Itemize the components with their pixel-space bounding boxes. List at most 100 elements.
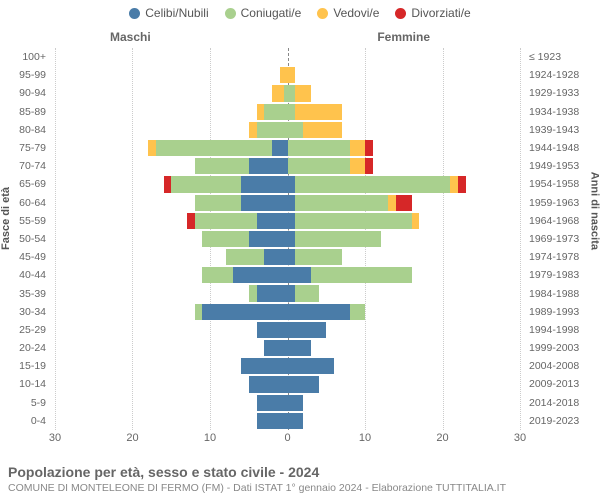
age-label: 10-14 <box>0 375 50 393</box>
age-label: 5-9 <box>0 394 50 412</box>
female-bar <box>288 231 521 247</box>
bar-segment <box>241 358 288 374</box>
bar-segment <box>187 213 195 229</box>
bar-segment <box>288 285 296 301</box>
pyramid-row <box>55 412 520 430</box>
bar-segment <box>311 267 412 283</box>
female-bar <box>288 158 521 174</box>
female-bar <box>288 213 521 229</box>
age-label: 25-29 <box>0 321 50 339</box>
legend-item: Divorziati/e <box>395 6 470 20</box>
pyramid-row <box>55 230 520 248</box>
bar-segment <box>295 285 318 301</box>
pyramid-row <box>55 48 520 66</box>
male-bar <box>55 104 288 120</box>
bar-segment <box>288 85 296 101</box>
bar-segment <box>171 176 241 192</box>
bar-segment <box>195 195 242 211</box>
legend-swatch <box>129 8 140 19</box>
bar-segment <box>295 213 411 229</box>
age-label: 70-74 <box>0 157 50 175</box>
bar-segment <box>288 158 350 174</box>
x-tick-label: 10 <box>204 432 216 444</box>
age-label: 80-84 <box>0 121 50 139</box>
age-label: 85-89 <box>0 103 50 121</box>
bar-segment <box>264 340 287 356</box>
male-bar <box>55 376 288 392</box>
bar-segment <box>202 304 287 320</box>
age-labels: 100+95-9990-9485-8980-8475-7970-7465-696… <box>0 48 50 430</box>
bar-segment <box>288 304 350 320</box>
female-bar <box>288 267 521 283</box>
bar-rows <box>55 48 520 430</box>
birth-year-label: 1959-1963 <box>525 194 600 212</box>
female-bar <box>288 85 521 101</box>
age-label: 75-79 <box>0 139 50 157</box>
bar-segment <box>264 249 287 265</box>
female-bar <box>288 104 521 120</box>
bar-segment <box>288 376 319 392</box>
pyramid-row <box>55 66 520 84</box>
birth-year-label: 1979-1983 <box>525 266 600 284</box>
pyramid-row <box>55 175 520 193</box>
x-axis: 3020100102030 <box>55 432 520 448</box>
birth-year-label: 1989-1993 <box>525 303 600 321</box>
legend-swatch <box>317 8 328 19</box>
bar-segment <box>288 195 296 211</box>
bar-segment <box>295 104 342 120</box>
pyramid-row <box>55 339 520 357</box>
male-bar <box>55 395 288 411</box>
bar-segment <box>388 195 396 211</box>
bar-segment <box>280 67 288 83</box>
legend-label: Coniugati/e <box>241 6 302 20</box>
female-bar <box>288 176 521 192</box>
birth-year-label: 1939-1943 <box>525 121 600 139</box>
male-bar <box>55 267 288 283</box>
bar-segment <box>195 158 249 174</box>
female-bar <box>288 140 521 156</box>
pyramid-row <box>55 248 520 266</box>
birth-year-label: 1934-1938 <box>525 103 600 121</box>
bar-segment <box>412 213 420 229</box>
bar-segment <box>295 176 450 192</box>
bar-segment <box>257 395 288 411</box>
age-label: 20-24 <box>0 339 50 357</box>
age-label: 95-99 <box>0 66 50 84</box>
birth-year-label: 1969-1973 <box>525 230 600 248</box>
age-label: 15-19 <box>0 357 50 375</box>
bar-segment <box>288 122 304 138</box>
legend: Celibi/Nubili Coniugati/e Vedovi/e Divorzia… <box>0 6 600 20</box>
chart-title: Popolazione per età, sesso e stato civil… <box>8 464 592 480</box>
male-bar <box>55 340 288 356</box>
age-label: 90-94 <box>0 84 50 102</box>
bar-segment <box>365 140 373 156</box>
bar-segment <box>249 122 257 138</box>
birth-year-label: 1954-1958 <box>525 175 600 193</box>
legend-label: Celibi/Nubili <box>145 6 208 20</box>
bar-segment <box>202 267 233 283</box>
bar-segment <box>396 195 412 211</box>
bar-segment <box>272 85 284 101</box>
x-tick-label: 30 <box>49 432 61 444</box>
bar-segment <box>295 231 380 247</box>
male-bar <box>55 67 288 83</box>
legend-item: Celibi/Nubili <box>129 6 208 20</box>
pyramid-row <box>55 194 520 212</box>
male-bar <box>55 49 288 65</box>
bar-segment <box>288 267 311 283</box>
bar-segment <box>288 358 335 374</box>
male-bar <box>55 140 288 156</box>
pyramid-row <box>55 303 520 321</box>
pyramid-row <box>55 284 520 302</box>
bar-segment <box>288 67 296 83</box>
chart-subtitle: COMUNE DI MONTELEONE DI FERMO (FM) - Dat… <box>8 482 592 494</box>
bar-segment <box>288 213 296 229</box>
female-bar <box>288 340 521 356</box>
bar-segment <box>257 213 288 229</box>
bar-segment <box>233 267 287 283</box>
female-bar <box>288 122 521 138</box>
legend-label: Vedovi/e <box>333 6 379 20</box>
male-bar <box>55 322 288 338</box>
birth-year-label: 1994-1998 <box>525 321 600 339</box>
birth-year-label: ≤ 1923 <box>525 48 600 66</box>
